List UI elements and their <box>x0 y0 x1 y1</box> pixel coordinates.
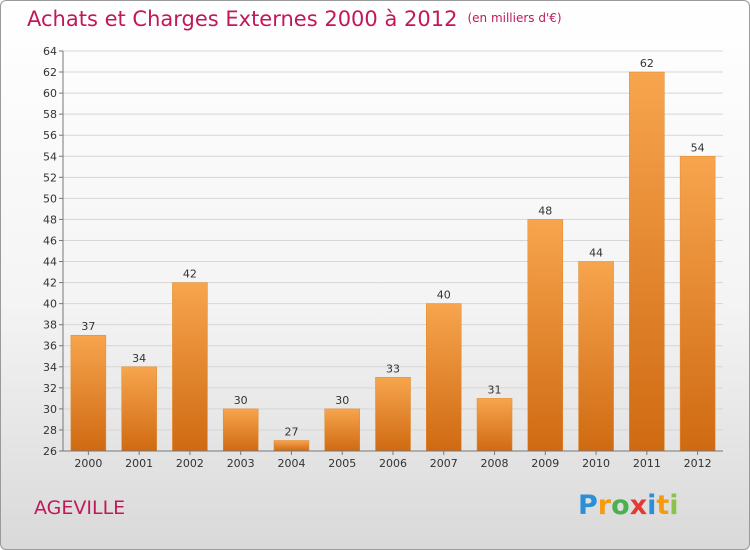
data-label-2010: 44 <box>589 247 603 260</box>
y-tick-label: 64 <box>43 45 57 58</box>
y-tick-label: 54 <box>43 150 57 163</box>
x-tick-label-2000: 2000 <box>74 457 102 470</box>
x-tick-label-2001: 2001 <box>125 457 153 470</box>
y-tick-label: 50 <box>43 192 57 205</box>
chart-title-text: Achats et Charges Externes 2000 à 2012 <box>27 7 458 31</box>
bar-2003 <box>222 408 259 452</box>
y-tick-label: 26 <box>43 445 57 458</box>
data-label-2001: 34 <box>132 352 146 365</box>
x-tick-label-2003: 2003 <box>227 457 255 470</box>
bar-2000 <box>70 334 107 452</box>
y-tick-label: 36 <box>43 340 57 353</box>
axes: 26 28 30 32 34 36 38 40 42 44 46 48 50 52 54 56 58 60 62 64… <box>43 45 723 470</box>
x-tick-label-2007: 2007 <box>430 457 458 470</box>
data-label-2008: 31 <box>488 383 502 396</box>
chart-unit: (en milliers d'€) <box>467 11 562 25</box>
bar-2010 <box>578 261 614 452</box>
bar-2005 <box>324 408 360 452</box>
x-tick-label-2012: 2012 <box>684 457 712 470</box>
bar-2006 <box>375 377 411 452</box>
proxiti-logo: Proxiti <box>578 490 679 521</box>
data-label-2012: 54 <box>691 141 705 154</box>
y-tick-label: 32 <box>43 382 57 395</box>
x-tick-label-2008: 2008 <box>481 457 509 470</box>
x-tick-label-2004: 2004 <box>277 457 305 470</box>
y-tick-label: 28 <box>43 424 57 437</box>
y-tick-label: 40 <box>43 298 57 311</box>
x-tick-label-2006: 2006 <box>379 457 407 470</box>
bars: 37 34 42 30 27 30 33 40 31 48 44 62 54 <box>70 57 716 452</box>
data-label-2011: 62 <box>640 57 654 70</box>
bar-2002 <box>172 282 208 452</box>
bar-2008 <box>476 398 513 452</box>
y-tick-label: 44 <box>43 256 57 269</box>
bar-2012 <box>679 156 716 452</box>
y-tick-label: 48 <box>43 213 57 226</box>
y-tick-label: 42 <box>43 277 57 290</box>
y-tick-label: 52 <box>43 171 57 184</box>
data-label-2003: 30 <box>234 394 248 407</box>
y-tick-label: 30 <box>43 403 57 416</box>
bar-2007 <box>426 303 462 452</box>
bar-2004 <box>273 440 310 452</box>
bar-2009 <box>527 219 564 452</box>
data-label-2005: 30 <box>335 394 349 407</box>
bar-2011 <box>629 71 665 452</box>
data-label-2007: 40 <box>437 289 451 302</box>
data-label-2004: 27 <box>284 425 298 438</box>
y-tick-label: 62 <box>43 66 57 79</box>
data-label-2000: 37 <box>81 320 95 333</box>
x-tick-label-2009: 2009 <box>531 457 559 470</box>
y-tick-label: 58 <box>43 108 57 121</box>
y-tick-label: 34 <box>43 361 57 374</box>
x-tick-label-2005: 2005 <box>328 457 356 470</box>
x-tick-label-2002: 2002 <box>176 457 204 470</box>
data-label-2002: 42 <box>183 268 197 281</box>
y-tick-label: 46 <box>43 234 57 247</box>
data-label-2009: 48 <box>538 204 552 217</box>
chart-title: Achats et Charges Externes 2000 à 2012 (e… <box>27 7 562 31</box>
y-tick-label: 38 <box>43 319 57 332</box>
x-tick-label-2011: 2011 <box>633 457 661 470</box>
data-label-2006: 33 <box>386 362 400 375</box>
x-tick-label-2010: 2010 <box>582 457 610 470</box>
y-tick-label: 60 <box>43 87 57 100</box>
y-tick-label: 56 <box>43 129 57 142</box>
town-name: AGEVILLE <box>34 497 126 519</box>
bar-2001 <box>121 366 157 452</box>
